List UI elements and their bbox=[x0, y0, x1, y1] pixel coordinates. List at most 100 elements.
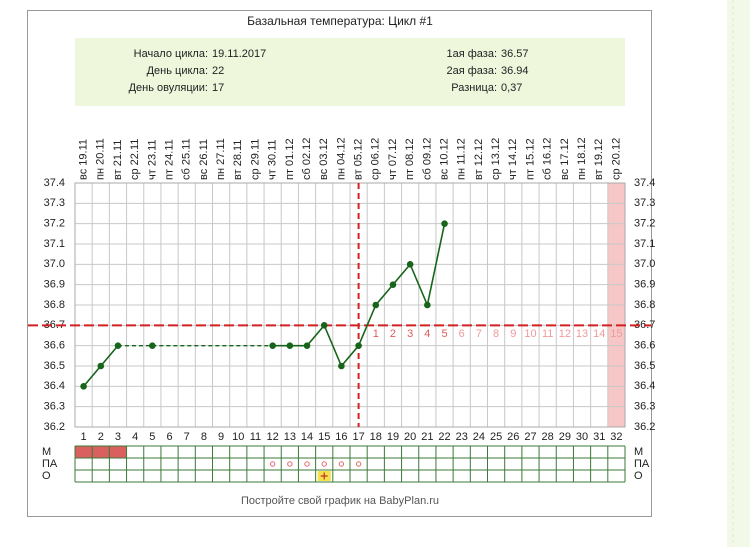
y-tick-label: 36.4 bbox=[44, 380, 65, 392]
date-label: вт 12.12 bbox=[473, 139, 485, 180]
info-value: 19.11.2017 bbox=[212, 48, 266, 60]
x-tick-label: 4 bbox=[132, 431, 138, 443]
date-label: пн 18.12 bbox=[576, 137, 588, 180]
y2-tick-label: 36.5 bbox=[634, 360, 655, 372]
x-tick-label: 7 bbox=[184, 431, 190, 443]
date-label: вс 26.11 bbox=[198, 139, 210, 180]
info-value: 0,37 bbox=[501, 82, 522, 94]
info-label: 1ая фаза: bbox=[446, 48, 497, 60]
x-tick-label: 29 bbox=[559, 431, 571, 443]
temperature-point bbox=[338, 362, 345, 370]
row-label: М bbox=[42, 446, 51, 458]
pa-mark bbox=[304, 461, 310, 467]
phase-day-label: 5 bbox=[441, 328, 447, 340]
x-tick-label: 1 bbox=[81, 431, 87, 443]
date-label: пт 24.11 bbox=[163, 139, 175, 180]
date-label: ср 06.12 bbox=[370, 138, 382, 180]
date-label: вс 03.12 bbox=[318, 138, 330, 180]
y2-tick-label: 37.1 bbox=[634, 238, 655, 250]
info-label: Разница: bbox=[451, 82, 497, 94]
temperature-point bbox=[424, 301, 431, 309]
x-tick-label: 6 bbox=[166, 431, 172, 443]
date-label: чт 23.11 bbox=[146, 139, 158, 180]
info-label: День цикла: bbox=[147, 65, 208, 77]
date-label: вс 17.12 bbox=[559, 138, 571, 180]
ovulation-plus bbox=[320, 472, 328, 480]
info-label: День овуляции: bbox=[129, 82, 208, 94]
date-label: сб 16.12 bbox=[542, 138, 554, 180]
y-tick-label: 37.4 bbox=[44, 177, 65, 189]
date-label: вт 19.12 bbox=[593, 139, 605, 180]
phase-day-label: 1 bbox=[373, 328, 379, 340]
info-box bbox=[75, 38, 625, 106]
chart-title: Базальная температура: Цикл #1 bbox=[247, 14, 433, 28]
date-label: ср 20.12 bbox=[610, 138, 622, 180]
temperature-point bbox=[389, 281, 397, 288]
menstruation-cell bbox=[109, 446, 127, 458]
x-tick-label: 5 bbox=[149, 431, 155, 443]
date-label: пт 08.12 bbox=[404, 138, 416, 180]
x-tick-label: 27 bbox=[524, 431, 536, 443]
temperature-point bbox=[441, 220, 448, 227]
x-tick-label: 10 bbox=[232, 431, 244, 443]
date-label: пн 04.12 bbox=[335, 137, 347, 180]
y-tick-label: 37.2 bbox=[44, 218, 65, 230]
phase-day-label: 15 bbox=[610, 328, 622, 340]
x-tick-label: 30 bbox=[576, 431, 588, 443]
y-tick-label: 36.3 bbox=[44, 401, 65, 413]
temperature-point bbox=[372, 301, 380, 309]
info-value: 36.57 bbox=[501, 48, 529, 60]
y2-tick-label: 36.9 bbox=[634, 279, 655, 291]
date-label: ср 13.12 bbox=[490, 138, 502, 180]
temperature-point bbox=[269, 342, 276, 349]
x-tick-label: 8 bbox=[201, 431, 207, 443]
phase-day-label: 2 bbox=[390, 328, 396, 340]
info-label: Начало цикла: bbox=[134, 48, 208, 60]
phase-day-label: 14 bbox=[593, 328, 605, 340]
info-label: 2ая фаза: bbox=[446, 65, 497, 77]
x-tick-label: 32 bbox=[610, 431, 622, 443]
date-label: чт 14.12 bbox=[507, 139, 519, 180]
row-label: ПА bbox=[42, 458, 58, 470]
x-tick-label: 14 bbox=[301, 431, 313, 443]
temperature-point bbox=[80, 383, 87, 390]
row-label-right: О bbox=[634, 470, 643, 482]
x-tick-label: 25 bbox=[490, 431, 502, 443]
y-tick-label: 36.6 bbox=[44, 340, 65, 352]
menstruation-cell bbox=[75, 446, 93, 458]
info-value: 22 bbox=[212, 65, 224, 77]
y2-tick-label: 36.6 bbox=[634, 340, 655, 352]
date-label: ср 29.11 bbox=[249, 139, 261, 180]
row-label-right: ПА bbox=[634, 458, 650, 470]
y-tick-label: 36.7 bbox=[44, 319, 65, 331]
temperature-point bbox=[406, 261, 414, 268]
date-label: вс 10.12 bbox=[438, 138, 450, 180]
phase-day-label: 4 bbox=[424, 328, 430, 340]
x-tick-label: 2 bbox=[98, 431, 104, 443]
phase-day-label: 3 bbox=[407, 328, 413, 340]
temperature-point bbox=[320, 322, 328, 329]
x-tick-label: 9 bbox=[218, 431, 224, 443]
date-label: сб 09.12 bbox=[421, 138, 433, 180]
x-tick-label: 28 bbox=[542, 431, 554, 443]
x-tick-label: 18 bbox=[370, 431, 382, 443]
x-tick-label: 13 bbox=[284, 431, 296, 443]
x-tick-label: 24 bbox=[473, 431, 485, 443]
phase-day-label: 7 bbox=[476, 328, 482, 340]
date-label: сб 02.12 bbox=[301, 138, 313, 180]
date-label: вс 19.11 bbox=[78, 139, 90, 180]
date-label: чт 30.11 bbox=[267, 139, 279, 180]
temperature-point bbox=[303, 342, 311, 349]
date-label: ср 22.11 bbox=[129, 139, 141, 180]
date-label: сб 25.11 bbox=[181, 138, 193, 180]
menstruation-cell bbox=[92, 446, 110, 458]
x-tick-label: 26 bbox=[507, 431, 519, 443]
pa-mark bbox=[355, 461, 362, 467]
x-tick-label: 19 bbox=[387, 431, 399, 443]
side-strip bbox=[727, 0, 750, 547]
temperature-point bbox=[97, 362, 105, 370]
y-tick-label: 36.2 bbox=[44, 421, 65, 433]
y2-tick-label: 37.0 bbox=[634, 258, 655, 270]
